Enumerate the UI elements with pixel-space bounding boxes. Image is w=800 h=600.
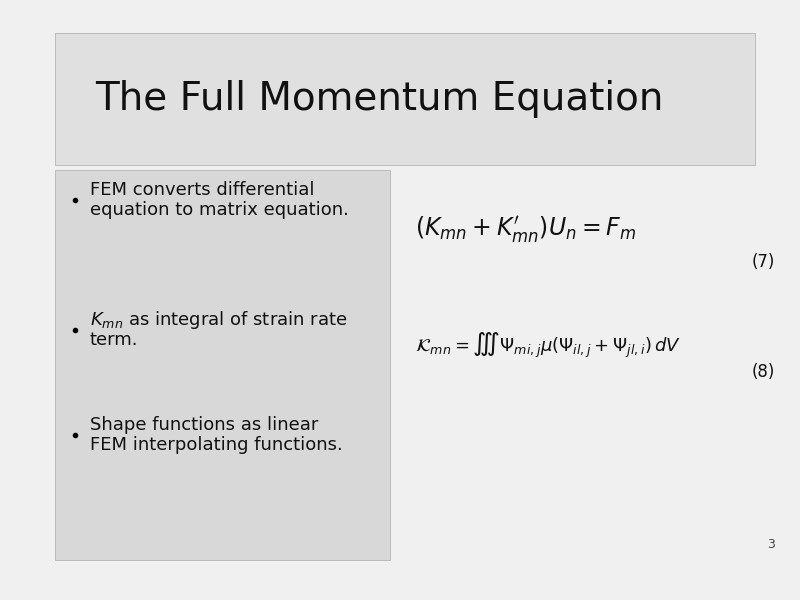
- FancyBboxPatch shape: [55, 33, 755, 165]
- Text: 3: 3: [767, 539, 775, 551]
- Text: $K_{mn}$ as integral of strain rate: $K_{mn}$ as integral of strain rate: [90, 309, 347, 331]
- Text: (7): (7): [752, 253, 775, 271]
- Text: FEM converts differential: FEM converts differential: [90, 181, 314, 199]
- FancyBboxPatch shape: [55, 170, 390, 560]
- Text: equation to matrix equation.: equation to matrix equation.: [90, 201, 349, 219]
- Text: term.: term.: [90, 331, 138, 349]
- Text: Shape functions as linear: Shape functions as linear: [90, 416, 318, 434]
- Text: The Full Momentum Equation: The Full Momentum Equation: [95, 80, 663, 118]
- Text: (8): (8): [752, 363, 775, 381]
- Text: $(K_{mn} + K^{\prime}_{mn})U_n = F_m$: $(K_{mn} + K^{\prime}_{mn})U_n = F_m$: [415, 215, 636, 245]
- Text: FEM interpolating functions.: FEM interpolating functions.: [90, 436, 342, 454]
- Text: $\mathcal{K}_{mn} = \iiint \Psi_{mi,j}\mu(\Psi_{il,j} + \Psi_{jl,i})\, dV$: $\mathcal{K}_{mn} = \iiint \Psi_{mi,j}\m…: [415, 331, 681, 359]
